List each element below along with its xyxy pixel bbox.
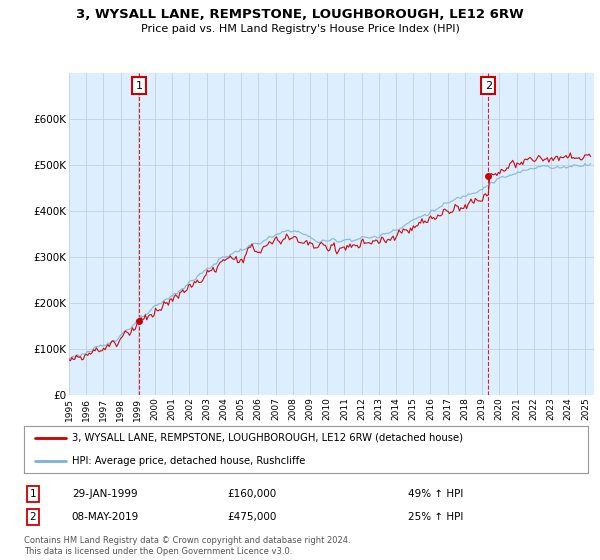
Text: 2: 2 xyxy=(485,81,492,91)
Text: 3, WYSALL LANE, REMPSTONE, LOUGHBOROUGH, LE12 6RW: 3, WYSALL LANE, REMPSTONE, LOUGHBOROUGH,… xyxy=(76,8,524,21)
Text: 1: 1 xyxy=(136,81,143,91)
Text: 1: 1 xyxy=(29,489,37,499)
Text: Price paid vs. HM Land Registry's House Price Index (HPI): Price paid vs. HM Land Registry's House … xyxy=(140,24,460,34)
Text: £160,000: £160,000 xyxy=(227,489,277,499)
Text: 29-JAN-1999: 29-JAN-1999 xyxy=(72,489,138,499)
Text: £475,000: £475,000 xyxy=(227,512,277,522)
Text: 3, WYSALL LANE, REMPSTONE, LOUGHBOROUGH, LE12 6RW (detached house): 3, WYSALL LANE, REMPSTONE, LOUGHBOROUGH,… xyxy=(72,432,463,442)
Text: 49% ↑ HPI: 49% ↑ HPI xyxy=(408,489,463,499)
Text: 08-MAY-2019: 08-MAY-2019 xyxy=(71,512,139,522)
Text: Contains HM Land Registry data © Crown copyright and database right 2024.
This d: Contains HM Land Registry data © Crown c… xyxy=(24,536,350,556)
Text: HPI: Average price, detached house, Rushcliffe: HPI: Average price, detached house, Rush… xyxy=(72,456,305,466)
Text: 2: 2 xyxy=(29,512,37,522)
Text: 25% ↑ HPI: 25% ↑ HPI xyxy=(408,512,463,522)
